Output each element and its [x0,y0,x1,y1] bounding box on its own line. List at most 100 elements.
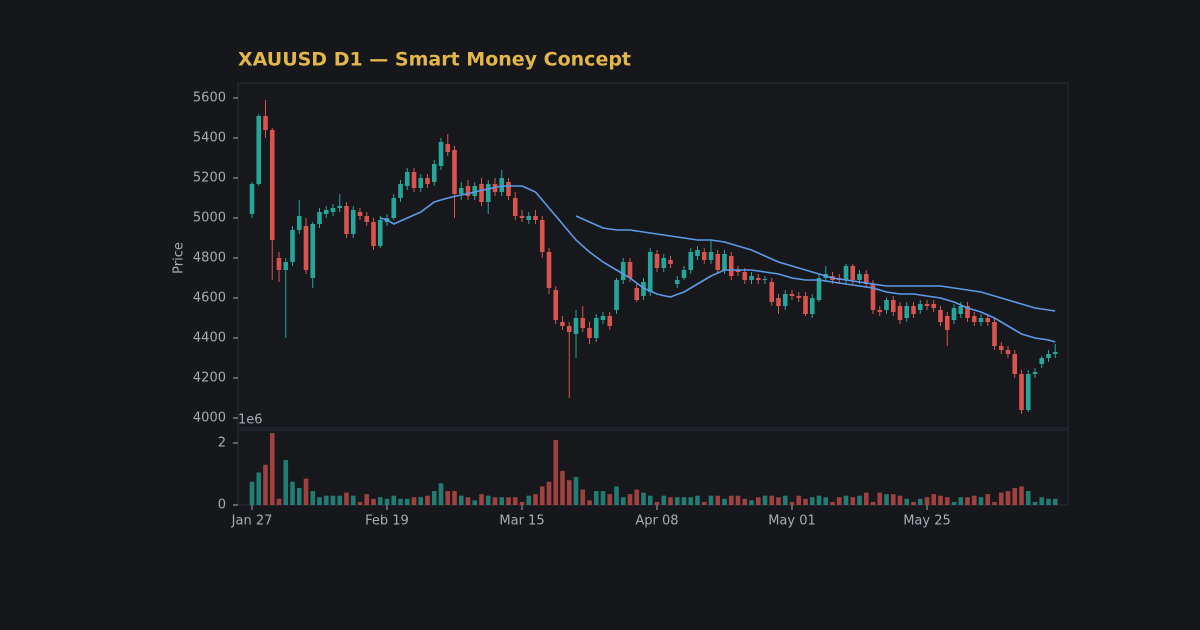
x-tick-label: May 01 [768,514,816,529]
candle-body [863,274,869,284]
candle-body [809,298,815,314]
candle-body [587,328,592,338]
candle-body [458,188,464,194]
candle-body [776,298,781,306]
volume-bar [803,498,808,505]
volume-bar [917,498,923,505]
volume-bar [728,495,734,505]
volume-bar [587,500,592,505]
volume-bar [701,501,707,505]
volume-bar [836,497,842,505]
volume-bar [391,495,397,505]
volume-bar [269,433,275,505]
volume-bar [519,501,525,505]
candle-body [701,252,707,260]
candle-body [290,230,295,262]
candle-body [877,310,883,312]
volume-bar [418,497,424,505]
volume-bar [263,464,268,505]
volume-bar [620,497,626,505]
volume-bar [722,498,727,505]
volume-bar [479,494,484,505]
candle-body [971,316,977,322]
candle-body [1046,354,1051,358]
candle-body [627,262,633,278]
candle-body [431,164,437,182]
volume-bar [789,501,795,505]
volume-bar [965,497,970,505]
candle-body [317,212,322,224]
candle-body [998,346,1004,350]
volume-bar [857,495,862,505]
candle-body [425,178,430,184]
volume-bar [938,495,943,505]
candle-body [620,262,626,280]
volume-bar [634,489,640,505]
candle-body [553,290,559,320]
candle-body [452,150,457,194]
candle-body [539,220,545,252]
candle-body [796,296,802,298]
volume-bar [944,497,950,505]
candle-body [992,322,997,346]
volume-bar [985,494,991,505]
volume-bar [296,487,302,505]
candle-body [337,206,343,208]
volume-bar [884,494,889,505]
y-tick-label: 4400 [193,331,226,346]
volume-bar [452,491,457,505]
candle-body [1012,354,1018,374]
candle-body [661,258,667,268]
volume-bar [1019,486,1024,505]
y-tick-label: 5200 [193,171,226,186]
candle-body [593,318,599,338]
volume-bar [283,460,289,505]
volume-bar [317,497,322,505]
candle-body [310,224,316,278]
candle-body [438,142,444,166]
volume-bar [344,492,349,505]
x-tick-label: May 25 [903,514,951,529]
candle-body [533,216,538,220]
candle-body [884,300,889,310]
candle-body [350,210,356,234]
candle-body [479,184,484,202]
volume-bar [762,495,768,505]
volume-bar [364,494,370,505]
candle-body [911,306,916,314]
candle-body [958,306,964,314]
volume-bar [303,478,309,505]
candle-body [917,304,923,310]
volume-bar [863,492,869,505]
candle-body [499,178,505,192]
volume-bar [715,495,721,505]
x-tick-label: Apr 08 [635,514,678,529]
volume-bar [553,439,559,505]
candle-body [735,270,741,272]
volume-bar [890,494,896,505]
volume-bar [492,497,498,505]
candle-body [668,260,673,264]
volume-bar [256,472,262,505]
volume-bar [560,470,565,505]
candle-body [1039,358,1045,364]
volume-bar [843,495,849,505]
candle-body [472,186,478,196]
candle-body [371,222,376,246]
candle-body [323,210,329,214]
candle-body [600,316,606,320]
volume-bar [614,486,619,505]
volume-bar [539,486,545,505]
candle-body [789,294,795,296]
chart-title: XAUUSD D1 — Smart Money Concept [238,49,631,71]
volume-bar [742,498,748,505]
candle-body [803,296,808,314]
candle-body [1032,372,1038,374]
candle-body [512,198,518,216]
candle-body [445,144,451,152]
candle-body [1005,350,1011,354]
candle-body [1052,352,1058,354]
volume-bar [533,494,538,505]
volume-bar [776,497,781,505]
